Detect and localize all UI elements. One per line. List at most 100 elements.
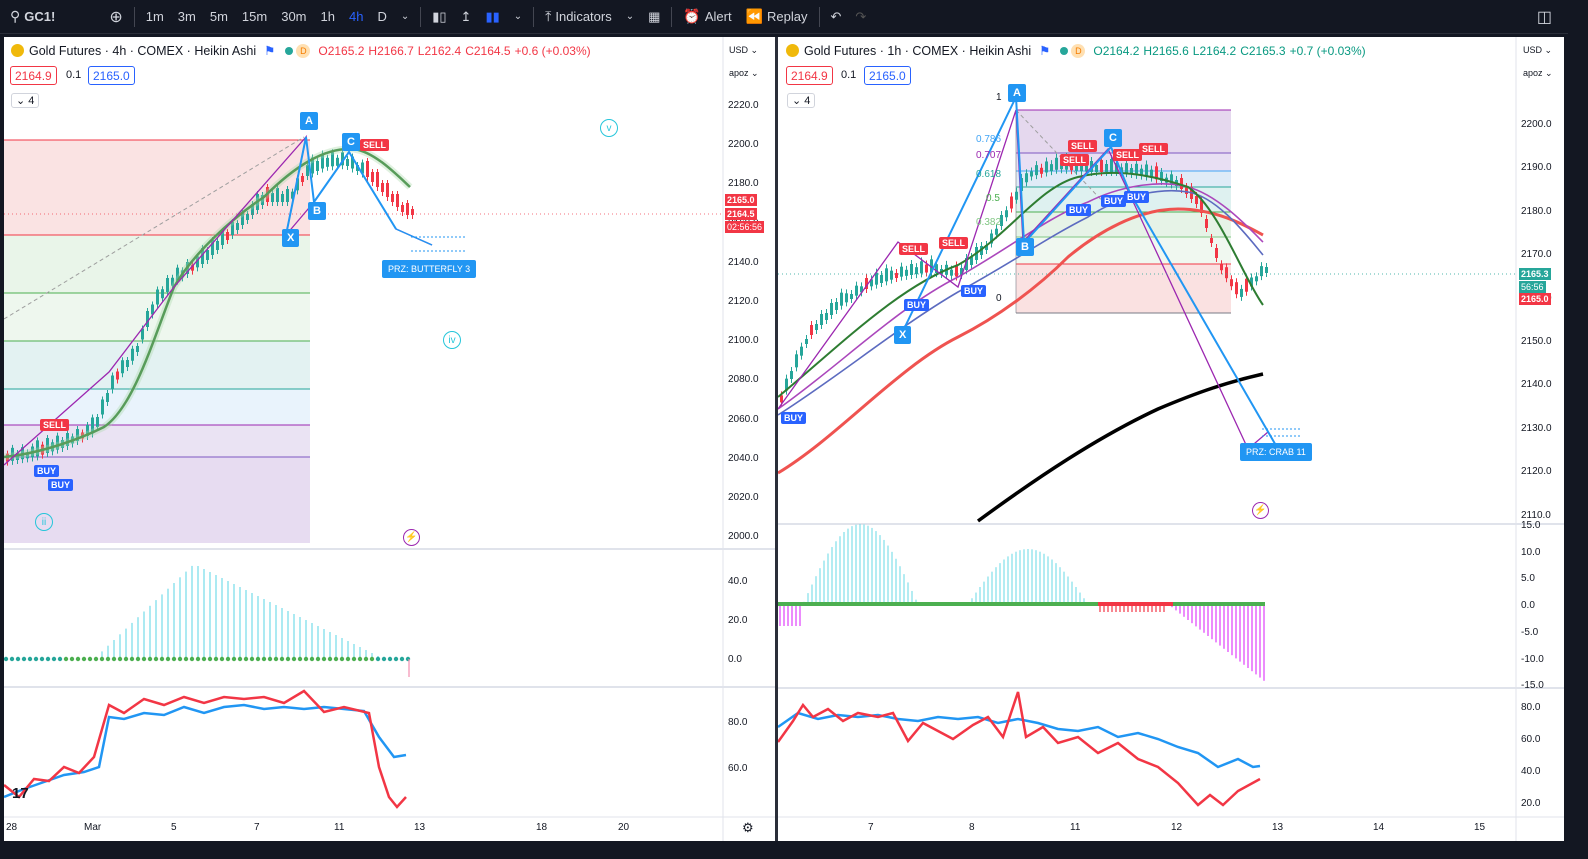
right-ohlc-low: L2164.2 [1192, 43, 1237, 58]
interval-1m[interactable]: 1m [145, 9, 164, 24]
pattern-point-x[interactable]: X [894, 326, 912, 344]
left-indicator-count: 4 [28, 95, 35, 107]
right-legend-collapse-button[interactable]: ⌄ 4 [787, 93, 816, 108]
right-chart-title: Gold Futures · 1h · COMEX · Heikin Ashi [804, 43, 1032, 58]
right-price-badge-ask: 2165.0 [1519, 293, 1551, 305]
redo-button[interactable]: ↷ [848, 0, 873, 33]
time-axis-label: 11 [1070, 822, 1081, 833]
time-axis-label: 8 [969, 822, 975, 833]
left-legend-collapse-button[interactable]: ⌄ 4 [11, 93, 40, 108]
left-sell-price-button[interactable]: 2164.9 [10, 66, 57, 85]
interval-dropdown[interactable]: ⌄ [394, 0, 416, 33]
prz-label[interactable]: PRZ: CRAB 11 [1240, 443, 1312, 461]
right-chart-legend[interactable]: Gold Futures · 1h · COMEX · Heikin Ashi … [786, 43, 1366, 58]
fib-level-label: 0.5 [986, 193, 1000, 204]
pattern-point-c[interactable]: C [342, 133, 360, 151]
time-axis-label: 11 [334, 822, 345, 833]
price-axis-label: 2150.0 [1521, 336, 1552, 347]
time-axis-label: 13 [414, 822, 426, 833]
heikin-ashi-button[interactable]: ▮▮ [478, 0, 506, 33]
layout-panel-button[interactable]: ◫ [1530, 0, 1568, 33]
line-style-button[interactable]: ↥ [454, 0, 479, 33]
toolbar-divider [533, 6, 535, 27]
signal-buy: BUY [1124, 191, 1150, 203]
rewind-icon: ⏪ [745, 8, 764, 24]
flag-icon[interactable]: ⚑ [1039, 44, 1051, 58]
lightning-icon[interactable]: ⚡ [1252, 502, 1269, 519]
chart-split-divider[interactable] [775, 37, 778, 841]
oscillator-axis-label: 15.0 [1521, 520, 1541, 531]
time-axis-label: 7 [254, 822, 260, 833]
left-buy-price-button[interactable]: 2165.0 [88, 66, 135, 85]
rsi-axis-label: 60.0 [1521, 734, 1541, 745]
right-chart-canvas[interactable] [778, 37, 1564, 841]
pattern-point-b[interactable]: B [1016, 238, 1034, 256]
interval-3m[interactable]: 3m [177, 9, 196, 24]
pattern-point-c[interactable]: C [1104, 129, 1122, 147]
templates-button[interactable]: ▦ [641, 0, 667, 33]
pattern-point-b[interactable]: B [308, 202, 326, 220]
right-chart-pane[interactable]: Gold Futures · 1h · COMEX · Heikin Ashi … [778, 37, 1564, 841]
left-currency-selector[interactable]: USD ⌄ [729, 45, 759, 55]
price-axis-label: 2080.0 [728, 374, 759, 386]
elliott-wave-ii: ii [35, 513, 53, 531]
chart-type-dropdown[interactable]: ⌄ [507, 0, 529, 33]
interval-1h[interactable]: 1h [320, 9, 335, 24]
settings-gear-icon[interactable]: ⚙ [742, 820, 754, 835]
chevron-down-icon: ⌄ [400, 11, 410, 22]
rsi-axis-label: 80.0 [1521, 702, 1541, 713]
signal-sell: SELL [1113, 149, 1143, 161]
compare-add-button[interactable]: ⊕ [102, 0, 129, 33]
fib-level-label: 0.786 [976, 134, 1002, 145]
left-ohlc-low: L2162.4 [417, 43, 462, 58]
alert-button[interactable]: ⏰ Alert [676, 0, 738, 33]
signal-sell: SELL [899, 243, 929, 255]
price-axis-label: 2170.0 [1521, 249, 1552, 261]
prz-label[interactable]: PRZ: BUTTERFLY 3 [382, 260, 477, 278]
lightning-icon[interactable]: ⚡ [403, 529, 420, 546]
candles-icon: ▮▯ [432, 8, 447, 24]
time-axis-label: 7 [868, 822, 874, 833]
replay-button[interactable]: ⏪ Replay [739, 0, 815, 33]
interval-15m[interactable]: 15m [241, 9, 268, 24]
chevron-down-icon: ⌄ [16, 95, 26, 107]
left-chart-legend[interactable]: Gold Futures · 4h · COMEX · Heikin Ashi … [11, 43, 591, 58]
fib-level-label: 0.382 [976, 217, 1002, 228]
pattern-point-x[interactable]: X [282, 229, 300, 247]
right-sell-price-button[interactable]: 2164.9 [786, 66, 833, 85]
tradingview-logo[interactable]: 17 [12, 785, 29, 802]
pattern-point-a[interactable]: A [300, 112, 318, 130]
signal-sell: SELL [1139, 143, 1169, 155]
chevron-down-icon: ⌄ [625, 11, 635, 22]
time-axis-label: 15 [1474, 822, 1486, 833]
interval-5m[interactable]: 5m [209, 9, 228, 24]
right-buy-price-button[interactable]: 2165.0 [864, 66, 911, 85]
right-currency-selector[interactable]: USD ⌄ [1523, 45, 1553, 55]
price-axis-label: 2100.0 [728, 335, 759, 347]
left-ohlc-close: C2164.5 [465, 43, 511, 58]
right-countdown: 56:56 [1519, 281, 1546, 293]
interval-1d[interactable]: D [377, 9, 387, 24]
bar-style-button[interactable]: ▮▯ [425, 0, 453, 33]
rsi-axis-label: 60.0 [728, 763, 748, 774]
symbol-search-button[interactable]: ⚲ GC1! [0, 0, 62, 33]
left-chart-pane[interactable]: Gold Futures · 4h · COMEX · Heikin Ashi … [4, 37, 775, 841]
price-axis-label: 2000.0 [728, 531, 759, 543]
flag-icon[interactable]: ⚑ [264, 44, 276, 58]
pattern-point-a[interactable]: A [1008, 84, 1026, 102]
indicators-button[interactable]: ⤒ Indicators [538, 0, 619, 33]
gold-symbol-icon [11, 44, 24, 57]
left-ohlc-change: +0.6 (+0.03%) [514, 43, 591, 58]
right-indicator-count: 4 [804, 95, 811, 107]
chevron-down-icon: ⌄ [792, 95, 802, 107]
left-ohlc-open: O2165.2 [318, 43, 365, 58]
signal-buy: BUY [34, 465, 60, 477]
interval-30m[interactable]: 30m [281, 9, 307, 24]
indicators-dropdown[interactable]: ⌄ [619, 0, 641, 33]
left-scale-mode-selector[interactable]: apoz ⌄ [729, 68, 759, 78]
oscillator-axis-label: -10.0 [1521, 653, 1544, 665]
left-chart-canvas[interactable] [4, 37, 775, 841]
right-scale-mode-selector[interactable]: apoz ⌄ [1523, 68, 1553, 78]
interval-4h[interactable]: 4h [348, 9, 364, 24]
undo-button[interactable]: ↶ [824, 0, 849, 33]
